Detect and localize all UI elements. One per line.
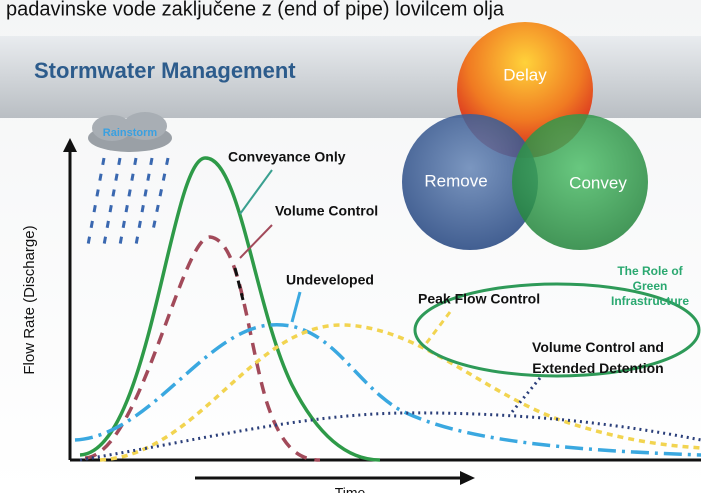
caption: padavinske vode zaključene z (end of pip… — [6, 0, 505, 20]
leader-line — [239, 224, 273, 259]
leader-line — [423, 311, 452, 346]
cloud-label: Rainstorm — [103, 127, 158, 139]
curve-conveyance — [79, 156, 381, 462]
curve-label: Peak Flow Control — [418, 291, 540, 307]
curve-volume-control — [84, 235, 321, 462]
leader-line — [233, 267, 245, 301]
cloud — [88, 112, 172, 152]
curve-label: Volume Control and Extended Detention — [532, 339, 664, 376]
leader-line — [239, 169, 273, 215]
venn-label: Delay — [503, 65, 547, 84]
curve-label: Undeveloped — [286, 272, 374, 288]
rain — [86, 157, 170, 246]
curve-undeveloped — [74, 323, 701, 457]
venn-remove — [402, 114, 538, 250]
axes — [63, 138, 701, 485]
curve-label: Conveyance Only — [228, 149, 346, 165]
curve-peak-flow — [99, 323, 701, 462]
curve-label: Volume Control — [275, 203, 378, 219]
venn-label: Convey — [569, 173, 627, 192]
leader-line — [510, 377, 542, 413]
leader-line — [290, 291, 302, 323]
venn-convey — [512, 114, 648, 250]
y-axis-label: Flow Rate (Discharge) — [21, 225, 38, 374]
venn-label: Remove — [424, 171, 487, 190]
title: Stormwater Management — [34, 58, 296, 83]
x-axis-label: Time — [335, 485, 366, 493]
callout-ellipse — [413, 282, 701, 378]
callout-label: The Role of Green Infrastructure — [611, 264, 689, 308]
